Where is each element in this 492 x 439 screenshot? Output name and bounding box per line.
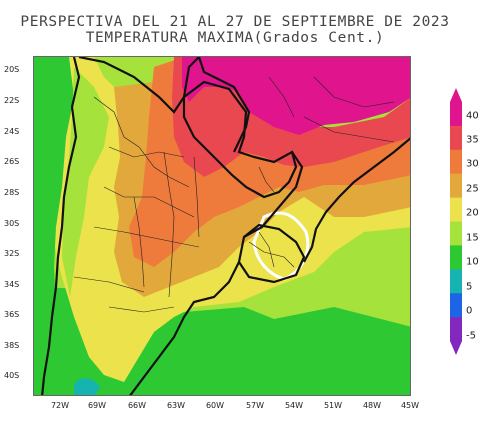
- colorbar-cell: [450, 221, 462, 246]
- colorbar-label: 25: [466, 183, 479, 195]
- colorbar-cell: [450, 125, 462, 151]
- map-title-line1: PERSPECTIVA DEL 21 AL 27 DE SEPTIEMBRE D…: [20, 14, 450, 30]
- colorbar-cell: [450, 197, 462, 222]
- zone-15-andes: [34, 57, 74, 395]
- colorbar-label: 30: [466, 158, 479, 170]
- lon-label: 72W: [50, 401, 70, 410]
- map-title-line2: TEMPERATURA MAXIMA(Grados Cent.): [85, 30, 385, 46]
- colorbar: [450, 88, 462, 355]
- map-canvas: [34, 57, 410, 395]
- colorbar-label: 20: [466, 207, 479, 219]
- lat-label: 28S: [4, 188, 20, 197]
- lon-label: 66W: [127, 401, 147, 410]
- temperature-map: [33, 56, 411, 396]
- lon-label: 63W: [166, 401, 186, 410]
- colorbar-cell: [450, 173, 462, 199]
- lat-label: 36S: [4, 310, 20, 319]
- lat-label: 24S: [4, 127, 20, 136]
- lon-label: 51W: [323, 401, 343, 410]
- lat-label: 34S: [4, 280, 20, 289]
- colorbar-label: -5: [466, 330, 476, 342]
- colorbar-label: 35: [466, 134, 479, 146]
- lat-label: 22S: [4, 96, 20, 105]
- province-borders: [73, 76, 395, 313]
- zone-10: [74, 378, 100, 395]
- lat-label: 26S: [4, 157, 20, 166]
- lon-label: 60W: [205, 401, 225, 410]
- border-bolivia-south: [78, 57, 200, 114]
- colorbar-label: 15: [466, 232, 479, 244]
- colorbar-top-arrow: [450, 88, 462, 102]
- lat-label: 20S: [4, 65, 20, 74]
- country-borders: [41, 57, 410, 395]
- lon-label: 69W: [87, 401, 107, 410]
- lat-label: 32S: [4, 249, 20, 258]
- border-brazil-argentina: [243, 151, 304, 238]
- colorbar-cell: [450, 317, 462, 342]
- colorbar-label: 5: [466, 281, 473, 293]
- coast-argentina: [129, 261, 240, 395]
- colorbar-cell: [450, 245, 462, 270]
- colorbar-cells: [450, 102, 462, 342]
- border-paraguay: [182, 80, 298, 199]
- lon-label: 57W: [245, 401, 265, 410]
- lon-label: 48W: [362, 401, 382, 410]
- colorbar-cell: [450, 102, 462, 127]
- colorbar-label: 0: [466, 305, 473, 317]
- lon-label: 45W: [400, 401, 420, 410]
- lon-label: 54W: [284, 401, 304, 410]
- lat-label: 30S: [4, 219, 20, 228]
- zone-40: [182, 57, 410, 135]
- border-uruguay: [237, 223, 306, 284]
- colorbar-bottom-arrow: [450, 341, 462, 355]
- lat-label: 40S: [4, 371, 20, 380]
- border-chile-argentina: [41, 57, 81, 395]
- colorbar-cell: [450, 269, 462, 294]
- lat-label: 38S: [4, 341, 20, 350]
- colorbar-label: 10: [466, 256, 479, 268]
- coast-brazil: [303, 137, 410, 263]
- colorbar-cell: [450, 149, 462, 175]
- colorbar-cell: [450, 293, 462, 318]
- colorbar-label: 40: [466, 110, 479, 122]
